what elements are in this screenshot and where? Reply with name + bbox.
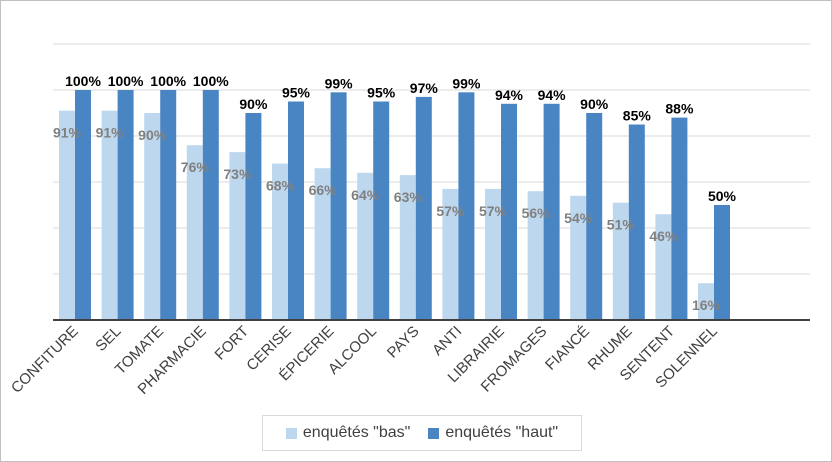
bar-haut: [671, 117, 688, 320]
data-label-bas: 57%: [436, 203, 465, 219]
category-label: SEL: [92, 323, 124, 355]
bar-bas: [272, 163, 288, 320]
bar-bas: [357, 172, 374, 320]
bar-haut: [75, 90, 91, 320]
bar-bas: [314, 168, 331, 320]
data-label-haut: 94%: [495, 87, 524, 103]
bar-haut: [330, 92, 347, 320]
category-label: CONFITURE: [8, 323, 82, 397]
bar-haut: [415, 96, 432, 321]
bar-haut: [586, 113, 603, 320]
bar-bas: [655, 214, 672, 320]
bar-haut: [245, 113, 262, 320]
data-label-haut: 85%: [623, 108, 652, 124]
bar-haut: [117, 90, 134, 320]
data-label-haut: 95%: [367, 85, 396, 101]
data-label-bas: 56%: [522, 205, 551, 221]
bar-bas: [570, 195, 587, 320]
data-label-haut: 99%: [325, 75, 354, 91]
legend-item-bas: enquêtés "bas": [285, 424, 411, 442]
bar-bas: [59, 110, 75, 320]
data-label-haut: 100%: [193, 73, 229, 89]
data-label-bas: 64%: [351, 187, 380, 203]
bar-bas: [485, 188, 501, 320]
bar-bas: [612, 202, 629, 320]
bar-haut: [543, 103, 560, 320]
category-label: ANTI: [429, 323, 465, 359]
bar-bas: [442, 188, 459, 320]
data-label-bas: 63%: [394, 189, 423, 205]
data-label-haut: 88%: [665, 101, 694, 117]
category-label: FORT: [212, 323, 253, 364]
bar-haut: [160, 90, 177, 320]
bar-haut: [288, 101, 304, 320]
data-label-bas: 66%: [309, 182, 338, 198]
bar-haut: [202, 90, 219, 320]
data-label-haut: 95%: [282, 85, 311, 101]
legend-label-haut: enquêtés "haut": [445, 424, 559, 441]
legend-label-bas: enquêtés "bas": [302, 424, 411, 441]
data-label-bas: 54%: [564, 210, 593, 226]
data-label-bas: 73%: [223, 166, 252, 182]
data-label-haut: 100%: [65, 73, 101, 89]
data-label-bas: 16%: [692, 297, 721, 313]
data-label-haut: 100%: [108, 73, 144, 89]
data-label-haut: 90%: [239, 96, 268, 112]
data-label-haut: 50%: [708, 188, 737, 204]
data-label-bas: 57%: [479, 203, 508, 219]
legend-item-haut: enquêtés "haut": [428, 424, 558, 442]
bar-bas: [101, 110, 118, 320]
data-label-bas: 68%: [266, 178, 295, 194]
bar-bas: [144, 113, 161, 320]
bar-haut: [458, 92, 475, 320]
data-label-bas: 90%: [138, 127, 167, 143]
data-label-haut: 99%: [452, 75, 481, 91]
data-label-haut: 90%: [580, 96, 609, 112]
bar-haut: [628, 124, 645, 320]
legend-swatch-bas: [285, 427, 297, 439]
data-label-haut: 100%: [150, 73, 186, 89]
category-label: FIANCÉ: [542, 323, 593, 374]
data-label-bas: 51%: [607, 217, 636, 233]
legend-swatch-haut: [428, 427, 440, 439]
data-label-haut: 97%: [410, 80, 439, 96]
bar-bas: [229, 152, 246, 320]
data-label-haut: 94%: [538, 87, 567, 103]
bar-haut: [501, 103, 517, 320]
data-label-bas: 76%: [181, 159, 210, 175]
data-label-bas: 91%: [96, 125, 125, 141]
bar-bas: [698, 283, 714, 320]
bar-bas: [527, 191, 544, 320]
bar-bas: [186, 145, 203, 320]
bar-haut: [714, 205, 730, 320]
legend: enquêtés "bas" enquêtés "haut": [262, 415, 582, 451]
bar-haut: [373, 101, 390, 320]
data-label-bas: 46%: [649, 228, 678, 244]
category-label: PAYS: [384, 323, 423, 362]
data-label-bas: 91%: [53, 125, 82, 141]
bar-bas: [399, 175, 416, 320]
